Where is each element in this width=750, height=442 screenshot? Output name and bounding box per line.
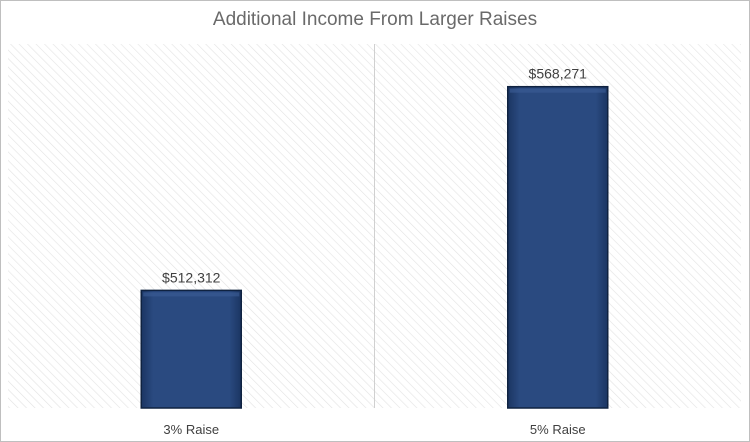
x-tick-label-1: 3% Raise	[163, 422, 219, 437]
bar-1	[140, 289, 242, 409]
bar-bevel	[509, 88, 606, 93]
bar-2	[507, 85, 609, 409]
data-label-1: $512,312	[162, 269, 221, 285]
x-tick-label-2: 5% Raise	[530, 422, 586, 437]
data-label-2: $568,271	[529, 66, 588, 82]
bar-bevel	[143, 292, 240, 297]
chart-title: Additional Income From Larger Raises	[212, 9, 538, 30]
